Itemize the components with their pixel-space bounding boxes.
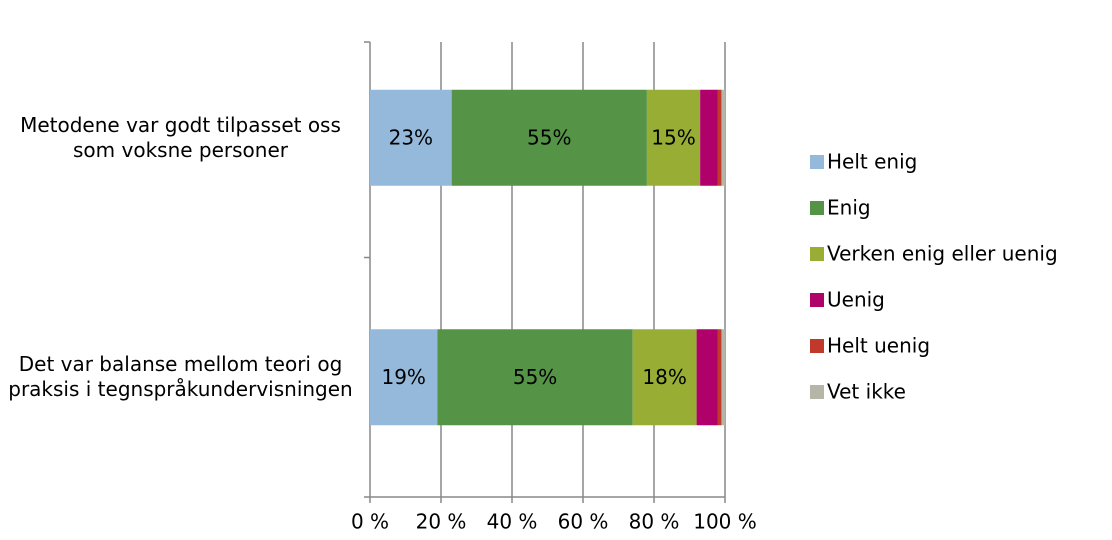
- legend-label: Helt uenig: [827, 334, 930, 358]
- data-label: 23%: [389, 125, 433, 149]
- bar-segment: [437, 329, 633, 426]
- bar-segment: [370, 329, 438, 426]
- bar-segment: [721, 329, 725, 426]
- x-tick-label: 0 %: [351, 510, 389, 534]
- x-tick-label: 20 %: [416, 510, 467, 534]
- bar-segment: [370, 89, 452, 186]
- bar-segment: [717, 89, 722, 186]
- legend-label: Uenig: [827, 288, 885, 312]
- legend-swatch: [810, 293, 824, 307]
- legend-label: Verken enig eller uenig: [827, 242, 1058, 266]
- data-label: 19%: [381, 365, 425, 389]
- legend-label: Helt enig: [827, 150, 917, 174]
- legend-swatch: [810, 339, 824, 353]
- legend-swatch: [810, 247, 824, 261]
- x-tick-label: 60 %: [558, 510, 609, 534]
- x-tick-label: 80 %: [629, 510, 680, 534]
- x-tick-label: 40 %: [487, 510, 538, 534]
- legend-swatch: [810, 385, 824, 399]
- bar-segment: [700, 89, 718, 186]
- category-label: Det var balanse mellom teori og praksis …: [8, 352, 353, 402]
- bar-segment: [632, 329, 697, 426]
- legend-swatch: [810, 155, 824, 169]
- data-label: 15%: [651, 125, 695, 149]
- bar-segment: [451, 89, 647, 186]
- legend-label: Vet ikke: [827, 380, 906, 404]
- data-label: 55%: [527, 125, 571, 149]
- category-label: Metodene var godt tilpasset oss som voks…: [20, 112, 341, 162]
- bar-segment: [646, 89, 701, 186]
- data-label: 18%: [642, 365, 686, 389]
- bar-segment: [696, 329, 718, 426]
- data-label: 55%: [513, 365, 557, 389]
- bar-segment: [717, 329, 722, 426]
- x-tick-label: 100 %: [693, 510, 757, 534]
- legend-swatch: [810, 201, 824, 215]
- bar-segment: [721, 89, 725, 186]
- legend-label: Enig: [827, 196, 871, 220]
